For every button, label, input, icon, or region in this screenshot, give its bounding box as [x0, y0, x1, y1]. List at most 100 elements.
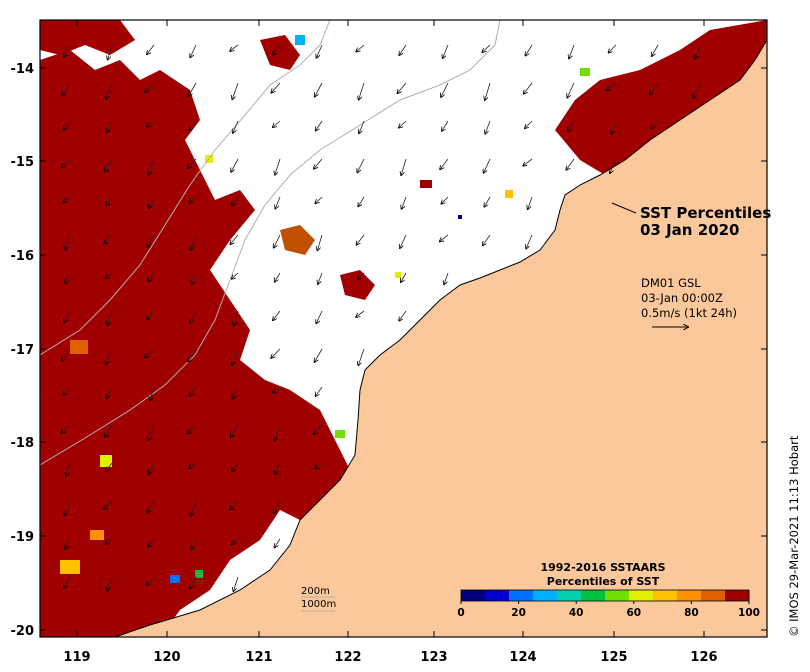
current-vector — [485, 120, 491, 134]
sst-speck — [335, 430, 345, 438]
current-vector — [273, 44, 281, 55]
title-pointer — [611, 202, 637, 214]
current-vector — [62, 82, 71, 96]
colorbar-tick-label: 20 — [511, 607, 526, 619]
current-vector — [275, 272, 281, 282]
info-line1: DM01 GSL — [641, 276, 701, 290]
current-vector — [188, 82, 197, 96]
current-vector — [315, 196, 323, 203]
current-vector — [443, 44, 449, 58]
sst-speck — [100, 455, 112, 467]
current-vector — [273, 310, 281, 320]
current-vector — [611, 120, 617, 134]
current-vector — [359, 120, 365, 133]
current-vector — [148, 424, 155, 440]
colorbar-swatch — [653, 590, 678, 601]
current-vector — [190, 310, 197, 323]
lat-tick-label: -17 — [11, 343, 35, 358]
current-vector — [189, 196, 197, 203]
current-vector — [442, 120, 449, 131]
current-vector — [484, 196, 491, 207]
current-vector — [318, 272, 323, 284]
colorbar-swatch — [485, 590, 510, 601]
current-vector — [568, 120, 575, 131]
current-vector — [232, 196, 239, 206]
current-vector — [485, 82, 491, 100]
current-vector — [314, 158, 323, 169]
current-vector — [525, 44, 533, 56]
current-vector — [652, 44, 659, 56]
current-vector — [106, 196, 113, 206]
current-vector — [147, 500, 155, 513]
contour-1000m — [40, 20, 331, 356]
current-vector — [65, 500, 71, 515]
current-vector — [275, 158, 281, 175]
current-vector — [147, 234, 155, 247]
current-vector — [232, 82, 239, 99]
colorbar-title-line2: Percentiles of SST — [547, 575, 660, 588]
current-vector — [275, 462, 281, 474]
sst-patch-central — [280, 225, 315, 255]
current-vector — [610, 158, 617, 173]
current-vector — [232, 538, 239, 544]
current-vector — [105, 424, 113, 437]
current-vector — [608, 44, 617, 53]
current-vector — [271, 348, 281, 358]
current-vector — [401, 196, 407, 209]
current-vector — [233, 576, 239, 591]
current-vector — [232, 272, 239, 279]
sst-speck — [295, 35, 305, 45]
map-title-line1: SST Percentiles — [640, 204, 771, 222]
current-vector — [62, 158, 71, 168]
current-vector — [566, 158, 575, 170]
current-vector — [106, 386, 113, 398]
lon-tick-label: 123 — [420, 650, 447, 665]
colorbar-frame — [460, 589, 750, 602]
colorbar-swatch — [581, 590, 606, 601]
current-vector — [232, 462, 239, 472]
current-vector — [189, 120, 197, 130]
current-vector — [526, 234, 533, 249]
current-vector — [64, 576, 71, 588]
colorbar-swatch — [557, 590, 582, 601]
current-vector — [105, 158, 113, 171]
current-vector — [63, 196, 71, 202]
current-vector — [230, 44, 239, 51]
current-vector — [440, 158, 449, 169]
sst-patch-central-2 — [340, 270, 375, 300]
current-vector — [148, 272, 155, 281]
lon-tick-label: 122 — [334, 650, 361, 665]
current-vector — [230, 234, 239, 244]
current-vector — [399, 120, 407, 128]
current-vector — [147, 44, 155, 54]
current-vector — [191, 234, 197, 250]
current-vector — [441, 82, 449, 97]
current-vector — [397, 82, 407, 93]
colorbar-swatch — [461, 590, 486, 601]
current-vector — [359, 82, 365, 100]
contour-200m — [40, 20, 501, 466]
current-vector — [230, 500, 239, 510]
current-vector — [444, 272, 449, 284]
current-vector — [316, 44, 323, 58]
current-vector — [315, 462, 323, 469]
lat-tick-label: -14 — [11, 62, 35, 77]
colorbar-title-line1: 1992-2016 SSTAARS — [540, 561, 665, 574]
sst-patch-north-coast — [555, 20, 767, 175]
current-vector — [147, 120, 155, 127]
current-vector — [524, 82, 533, 94]
current-vector — [401, 272, 407, 282]
current-vector — [150, 386, 155, 401]
land-mass — [115, 20, 767, 637]
current-vector — [695, 44, 701, 59]
lat-tick-label: -19 — [11, 530, 35, 545]
current-vector — [441, 196, 449, 204]
current-vector — [149, 462, 155, 474]
credit-text: © IMOS 29-Mar-2021 11:13 Hobart — [787, 435, 801, 637]
depth-label-1000m: 1000m — [301, 599, 336, 610]
info-line2: 03-Jan 00:00Z — [641, 291, 723, 305]
current-vector — [356, 234, 365, 245]
current-vector — [65, 272, 71, 284]
current-vector — [356, 44, 365, 52]
